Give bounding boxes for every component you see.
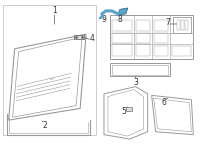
Polygon shape: [118, 8, 128, 15]
Text: 6: 6: [161, 98, 166, 107]
Bar: [110, 63, 170, 76]
Bar: [172, 46, 191, 56]
Bar: [136, 33, 150, 43]
Polygon shape: [104, 87, 148, 139]
Text: 1: 1: [52, 6, 57, 15]
Text: 3: 3: [133, 78, 138, 87]
Bar: [112, 20, 132, 31]
Text: 8: 8: [117, 15, 122, 24]
Bar: [136, 20, 150, 31]
Bar: [126, 107, 132, 111]
Text: 4: 4: [90, 34, 94, 43]
Text: 2: 2: [42, 121, 47, 130]
Text: ce: ce: [50, 77, 55, 81]
Polygon shape: [152, 95, 193, 135]
Bar: [154, 46, 168, 56]
Text: 9: 9: [102, 15, 106, 24]
Bar: [74, 35, 84, 39]
Text: 5: 5: [121, 107, 126, 116]
Bar: [173, 17, 191, 33]
Bar: [154, 33, 168, 43]
Bar: [110, 15, 193, 59]
Bar: [3, 5, 96, 135]
Text: 7: 7: [165, 18, 170, 27]
Bar: [112, 65, 168, 75]
Bar: [154, 20, 168, 31]
Bar: [181, 20, 184, 30]
Bar: [136, 44, 150, 56]
Bar: [112, 33, 132, 43]
Bar: [112, 44, 132, 56]
Polygon shape: [9, 34, 86, 120]
Bar: [177, 20, 180, 30]
Bar: [185, 20, 188, 30]
